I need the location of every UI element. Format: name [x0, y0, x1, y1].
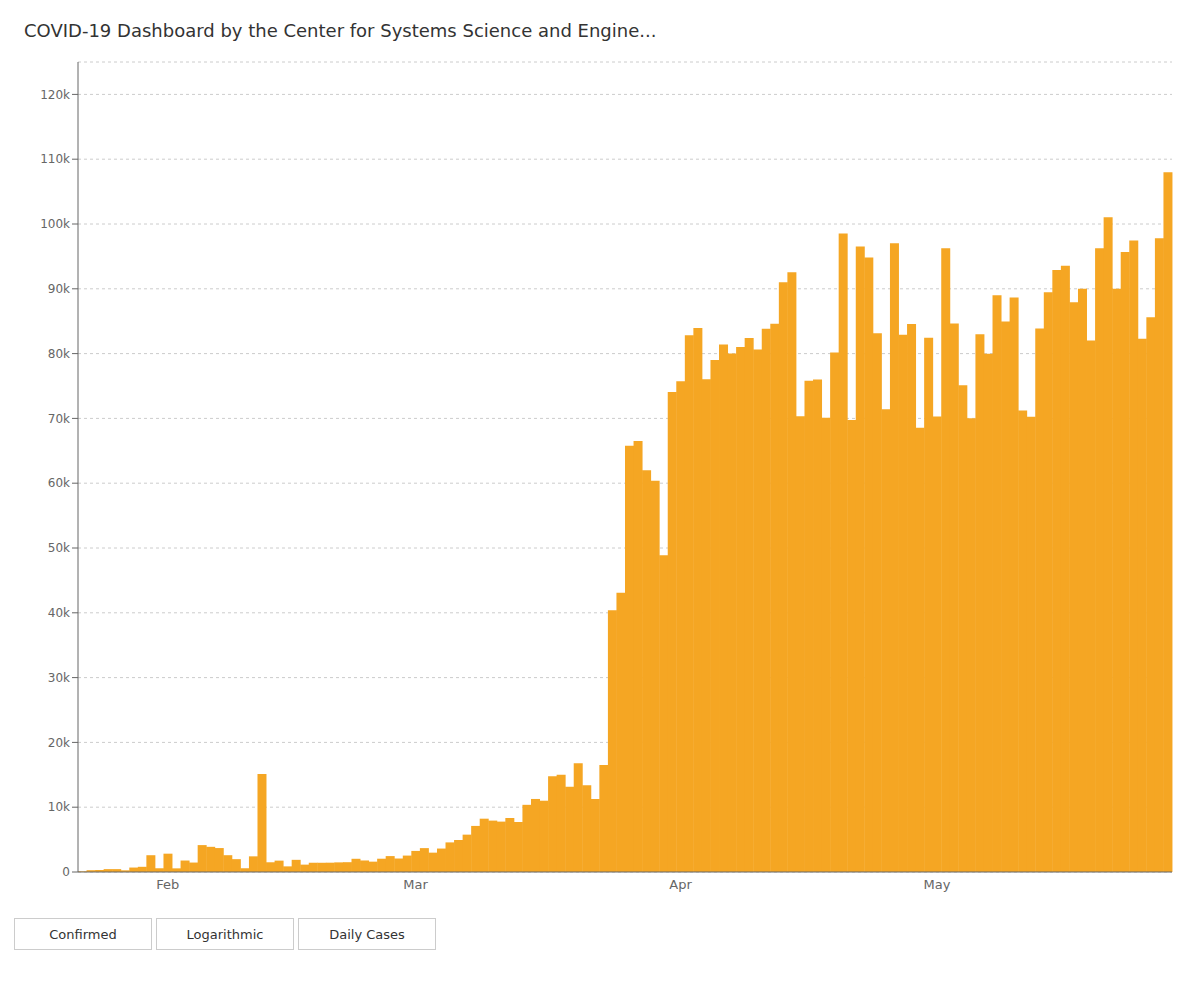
svg-text:60k: 60k [48, 476, 70, 490]
svg-text:0: 0 [62, 865, 70, 879]
svg-text:120k: 120k [40, 88, 70, 102]
html-text:COVID-19 Dashboard by the Cent: COVID-19 Dashboard by the Center for Sys… [24, 19, 657, 41]
svg-text:Apr: Apr [669, 877, 692, 892]
svg-text:50k: 50k [48, 541, 70, 555]
svg-text:30k: 30k [48, 671, 70, 685]
svg-text:110k: 110k [40, 152, 70, 166]
svg-text:80k: 80k [48, 347, 70, 361]
svg-text:90k: 90k [48, 282, 70, 296]
html-text:Confirmed: Confirmed [49, 926, 117, 942]
svg-text:100k: 100k [40, 217, 70, 231]
html-text:Logarithmic: Logarithmic [186, 926, 264, 942]
svg-text:10k: 10k [48, 800, 70, 814]
svg-text:Mar: Mar [403, 877, 428, 892]
svg-text:May: May [924, 877, 951, 892]
svg-text:40k: 40k [48, 606, 70, 620]
html-text:Daily Cases: Daily Cases [329, 926, 405, 942]
svg-text:70k: 70k [48, 412, 70, 426]
svg-text:Feb: Feb [156, 877, 179, 892]
svg-text:20k: 20k [48, 736, 70, 750]
